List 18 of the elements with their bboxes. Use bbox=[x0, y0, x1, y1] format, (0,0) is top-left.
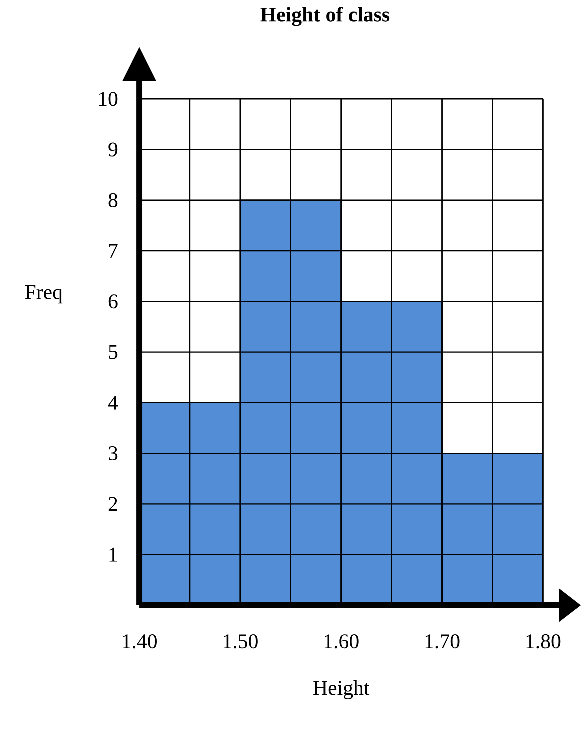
y-tick-label: 1 bbox=[110, 548, 118, 562]
y-axis-title: Freq bbox=[25, 286, 63, 304]
x-tick-label: 1.50 bbox=[224, 634, 258, 649]
y-tick-label: 5 bbox=[109, 345, 118, 360]
y-tick-label: 2 bbox=[108, 497, 118, 512]
y-tick-label: 10 bbox=[99, 92, 118, 106]
y-tick-label: 6 bbox=[108, 294, 118, 309]
chart-title: Height of class bbox=[260, 6, 390, 26]
x-tick-label: 1.80 bbox=[526, 634, 561, 649]
y-tick-label: 8 bbox=[108, 193, 118, 208]
x-tick-label: 1.40 bbox=[123, 634, 157, 649]
x-tick-label: 1.60 bbox=[324, 634, 359, 649]
y-tick-label: 7 bbox=[109, 244, 118, 258]
y-tick-label: 3 bbox=[108, 446, 118, 461]
y-tick-label: 4 bbox=[108, 396, 118, 410]
x-tick-label: 1.70 bbox=[426, 634, 460, 649]
x-axis-title: Height bbox=[314, 680, 370, 700]
y-tick-label: 9 bbox=[108, 142, 118, 157]
